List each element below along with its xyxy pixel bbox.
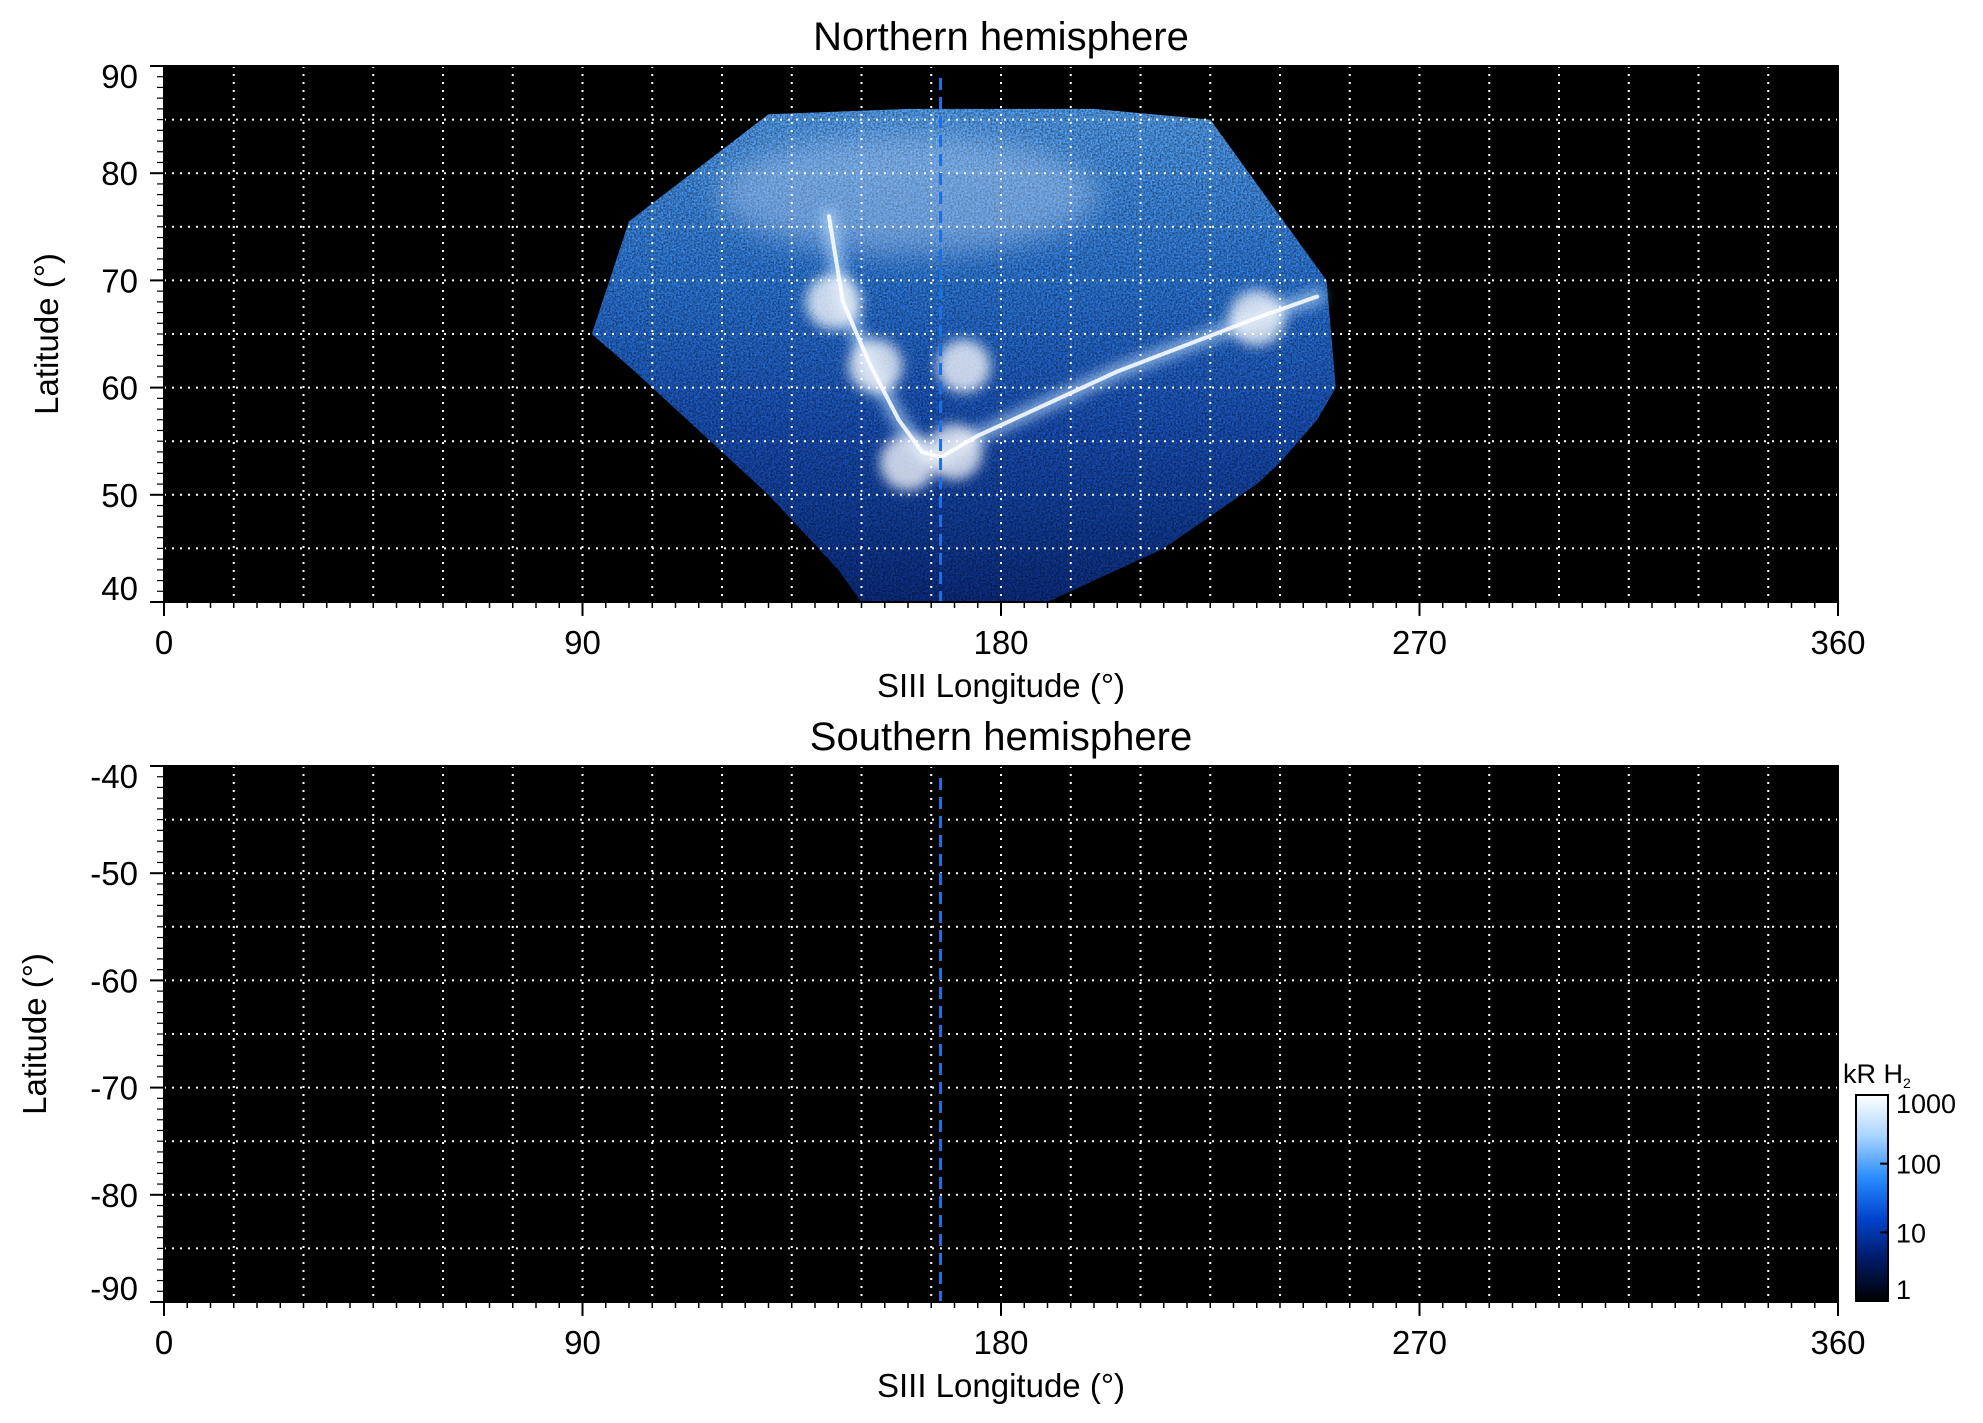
x-axis-label-north: SIII Longitude (°): [877, 667, 1125, 704]
aurora-emission-map: [591, 108, 1336, 602]
bright-spot: [880, 434, 936, 491]
panel-title-north: Northern hemisphere: [813, 15, 1189, 59]
y-tick-label: 70: [101, 262, 138, 299]
grid-north: [164, 66, 1838, 602]
colorbar-tick-label: 1: [1896, 1275, 1911, 1305]
x-tick-label: 360: [1810, 624, 1865, 661]
x-tick-label: 180: [973, 624, 1028, 661]
y-tick-label: 90: [101, 58, 138, 95]
bright-spot: [937, 339, 991, 393]
x-axis-label-south: SIII Longitude (°): [877, 1367, 1125, 1404]
x-tick-label: 90: [564, 1324, 601, 1361]
y-tick-label: -40: [90, 758, 138, 795]
x-tick-label: 180: [973, 1324, 1028, 1361]
y-tick-label: 80: [101, 155, 138, 192]
colorbar-gradient: [1855, 1094, 1889, 1302]
panel-northern: Northern hemisphere 0 90 180 270 360 40 50 60 70…: [28, 15, 1866, 704]
grid-south: [164, 766, 1838, 1302]
y-tick-label: -60: [90, 962, 138, 999]
y-tick-label: -90: [90, 1270, 138, 1307]
axes-north: 0 90 180 270 360 40 50 60 70 80 90: [101, 58, 1865, 661]
colorbar-unit-subscript: 2: [1903, 1075, 1911, 1091]
colorbar: kR H2 1 10 100 1000: [1843, 1059, 1956, 1305]
panel-southern: Southern hemisphere 0 90 180 270 360 -40 -50 -6…: [16, 715, 1866, 1404]
x-tick-label: 360: [1810, 1324, 1865, 1361]
bright-spot: [848, 339, 903, 394]
y-tick-label: -80: [90, 1177, 138, 1214]
colorbar-unit-main: kR H: [1843, 1059, 1903, 1089]
axes-south: 0 90 180 270 360 -40 -50 -60 -70 -80 -90: [90, 758, 1865, 1361]
colorbar-tick-label: 1000: [1896, 1089, 1956, 1119]
y-tick-label: -70: [90, 1070, 138, 1107]
colorbar-tick-label: 100: [1896, 1150, 1941, 1180]
polar-glow: [718, 134, 1098, 255]
y-axis-label-north: Latitude (°): [28, 253, 65, 415]
bright-spot: [805, 274, 862, 330]
y-tick-label: 50: [101, 477, 138, 514]
bright-spot: [926, 423, 983, 480]
y-tick-label: 60: [101, 370, 138, 407]
x-tick-label: 270: [1392, 1324, 1447, 1361]
x-tick-label: 270: [1392, 624, 1447, 661]
x-tick-label: 0: [155, 624, 173, 661]
colorbar-tick-label: 10: [1896, 1218, 1926, 1248]
x-tick-label: 0: [155, 1324, 173, 1361]
y-axis-label-south: Latitude (°): [16, 953, 53, 1115]
bright-spot: [1228, 289, 1285, 346]
colorbar-unit-label: kR H2: [1843, 1059, 1911, 1091]
colorbar-ticks: 1 10 100 1000: [1880, 1089, 1956, 1305]
y-tick-label: 40: [101, 570, 138, 607]
panel-title-south: Southern hemisphere: [810, 715, 1192, 759]
x-tick-label: 90: [564, 624, 601, 661]
y-tick-label: -50: [90, 855, 138, 892]
